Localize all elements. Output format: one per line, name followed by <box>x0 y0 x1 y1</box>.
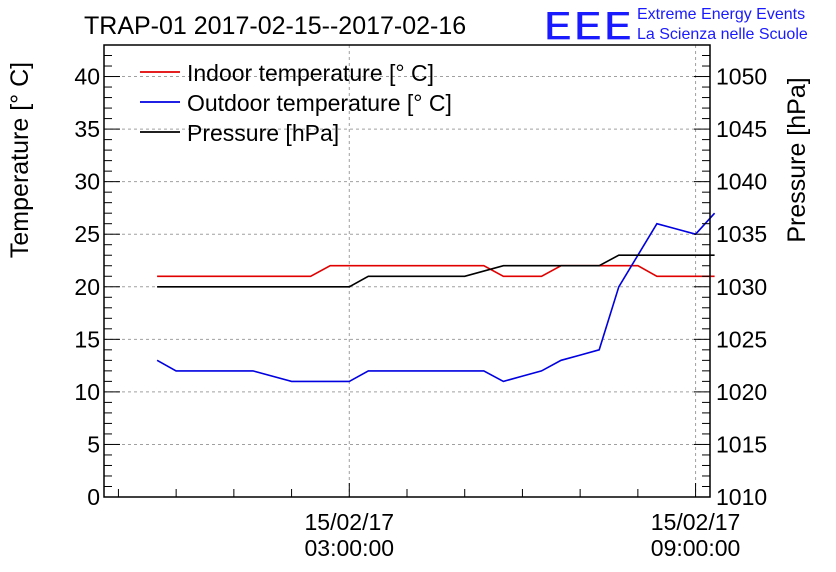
y-tick-label: 30 <box>74 169 100 195</box>
y2-tick-label: 1045 <box>716 116 767 142</box>
y-tick-label: 35 <box>74 116 100 142</box>
eee-logo: EEE Extreme Energy Events La Scienza nel… <box>543 1 808 49</box>
y2-tick-label: 1050 <box>716 64 767 90</box>
y2-tick-label: 1010 <box>716 484 767 510</box>
legend: Indoor temperature [° C] Outdoor temperat… <box>140 60 452 146</box>
y-tick-label: 20 <box>74 274 100 300</box>
x-tick-label-date: 15/02/17 <box>305 509 395 535</box>
series-line-2 <box>156 212 716 383</box>
y-tick-label: 25 <box>74 221 100 247</box>
y2-tick-label: 1025 <box>716 326 767 352</box>
x-tick-label-date: 15/02/17 <box>651 509 741 535</box>
series-layer <box>156 212 716 383</box>
y2-axis-label: Pressure [hPa] <box>783 77 811 242</box>
eee-logo-line1: Extreme Energy Events <box>637 6 805 23</box>
eee-logo-line2: La Scienza nelle Scuole <box>637 26 808 43</box>
legend-label-3: Pressure [hPa] <box>187 120 339 146</box>
plot-background <box>104 45 710 497</box>
series-line-3 <box>157 254 715 288</box>
x-tick-label-time: 03:00:00 <box>305 535 395 561</box>
y-axis-label: Temperature [° C] <box>6 62 34 258</box>
x-tick-label-time: 09:00:00 <box>651 535 741 561</box>
y-tick-label: 0 <box>87 484 100 510</box>
y2-tick-label: 1035 <box>716 221 767 247</box>
y-tick-label: 5 <box>87 431 100 457</box>
eee-logo-mark: EEE <box>544 2 634 49</box>
y2-tick-label: 1015 <box>716 431 767 457</box>
y-tick-label: 40 <box>74 64 100 90</box>
y-tick-label: 10 <box>74 379 100 405</box>
y2-tick-label: 1040 <box>716 169 767 195</box>
y2-tick-label: 1030 <box>716 274 767 300</box>
grid <box>104 45 710 497</box>
y-tick-label: 15 <box>74 326 100 352</box>
axes: 0510152025303540101010151020102510301035… <box>74 44 767 561</box>
series-line-1 <box>157 264 715 278</box>
legend-label-1: Indoor temperature [° C] <box>187 60 434 86</box>
chart-title: TRAP-01 2017-02-15--2017-02-16 <box>84 12 466 40</box>
plot-area <box>104 45 710 497</box>
legend-label-2: Outdoor temperature [° C] <box>187 90 452 116</box>
y2-tick-label: 1020 <box>716 379 767 405</box>
